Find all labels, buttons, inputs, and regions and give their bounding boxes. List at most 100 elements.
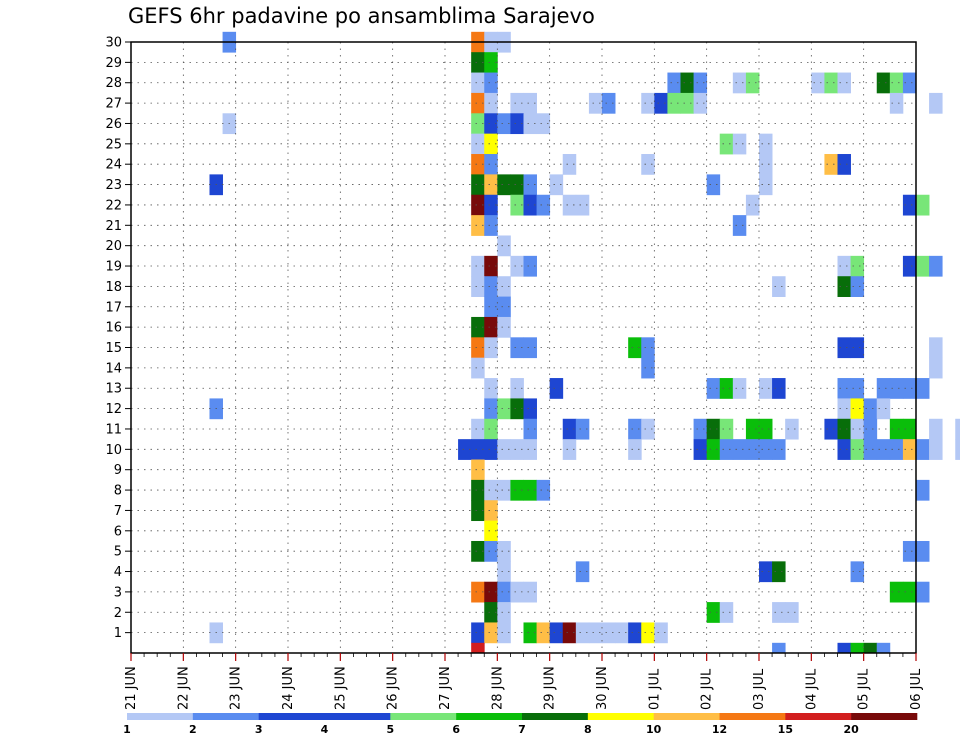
y-tick-label: 12 [105,402,122,417]
heatmap-cell [929,418,943,440]
heatmap-cell [876,72,891,94]
legend-swatch [851,713,918,720]
heatmap-cell [929,337,943,359]
heatmap-cell [693,92,708,114]
heatmap-cell [916,378,930,399]
heatmap-cell [719,418,734,440]
heatmap-cell [837,276,851,297]
heatmap-cell [484,479,498,501]
heatmap-cell [471,439,485,460]
heatmap-cell [916,479,930,501]
x-axis: 21 JUN 22 JUN 23 JUN 24 JUN 25 JUN 26 JUN 27 J… [124,653,924,710]
heatmap-cell [510,439,524,460]
heatmap-cell [850,276,865,297]
heatmap-cell [588,92,603,114]
heatmap-cell [497,276,511,297]
heatmap-cell [497,561,511,583]
y-tick-label: 7 [114,504,122,519]
heatmap-cell [902,439,917,460]
x-tick-label: 04 JUL [804,668,819,710]
heatmap-cell [536,622,551,644]
color-legend: 1 2 3 4 5 6 7 8 10 12 15 20 [123,713,918,736]
heatmap-cell [889,72,904,94]
heatmap-cell [602,622,616,644]
heatmap-cell [745,194,760,216]
heatmap-cell [837,418,851,440]
legend-label: 15 [778,723,793,736]
legend-swatch [390,713,457,720]
x-tick-label: 30 JUN [595,666,610,710]
y-tick-label: 23 [105,178,122,193]
x-tick-label: 02 JUL [700,668,715,710]
heatmap-cell [471,255,485,277]
heatmap-cell [850,439,865,460]
heatmap-cell [837,255,851,277]
heatmap-cell [850,398,865,420]
heatmap-cell [745,439,760,460]
heatmap-cell [471,357,485,379]
heatmap-cell [863,418,878,440]
legend-label: 2 [189,723,197,736]
heatmap-cell [510,92,524,114]
y-tick-label: 4 [114,565,122,580]
heatmap-cell [497,479,511,501]
heatmap-cell [510,581,524,603]
y-tick-label: 8 [114,484,122,499]
heatmap-cell [889,581,904,603]
heatmap-cell [471,479,485,501]
heatmap-cell [759,133,773,155]
heatmap-cell [667,92,681,114]
legend-swatch [324,713,391,720]
y-tick-label: 14 [105,361,122,376]
heatmap-cell [732,439,747,460]
heatmap-cell [471,154,485,175]
y-tick-label: 5 [114,545,122,560]
heatmap-cell [876,642,891,654]
heatmap-cell [549,622,564,644]
heatmap-cell [523,581,537,603]
heatmap-cell [955,439,960,460]
heatmap-cell [471,581,485,603]
heatmap-cell [916,581,930,603]
legend-swatch [785,713,852,720]
heatmap-cell [484,154,498,175]
heatmap-cell [484,500,498,522]
x-tick-label: 26 JUN [386,666,401,710]
heatmap-cell [732,72,747,94]
heatmap-cell [837,378,851,399]
heatmap-cell [562,194,577,216]
heatmap-cell [641,337,655,359]
heatmap-cell [471,215,485,236]
heatmap-cell [902,72,917,94]
heatmap-cell [628,418,642,440]
heatmap-cell [824,72,838,94]
heatmap-cell [902,378,917,399]
heatmap-cell [916,540,930,562]
y-tick-label: 27 [105,97,122,112]
heatmap-cell [706,418,721,440]
legend-label: 10 [646,723,662,736]
heatmap-cell [471,418,485,440]
heatmap-cell [523,174,537,196]
heatmap-cell [759,174,773,196]
heatmap-cell [484,92,498,114]
heatmap-cell [916,439,930,460]
heatmap-cell [667,72,681,94]
heatmap-cell [628,337,642,359]
legend-swatch [192,713,259,720]
heatmap-cell [510,378,524,399]
heatmap-cell [536,113,551,135]
heatmap-cell [471,133,485,155]
y-tick-label: 15 [105,341,122,356]
heatmap-cell [484,439,498,460]
heatmap-cell [549,174,564,196]
y-tick-label: 30 [105,36,122,51]
heatmap-cell [484,72,498,94]
y-tick-label: 28 [105,76,122,91]
heatmap-cell [484,133,498,155]
y-tick-label: 9 [114,463,122,478]
heatmap-cell [693,439,708,460]
y-tick-label: 20 [105,239,122,254]
heatmap-cell [484,113,498,135]
